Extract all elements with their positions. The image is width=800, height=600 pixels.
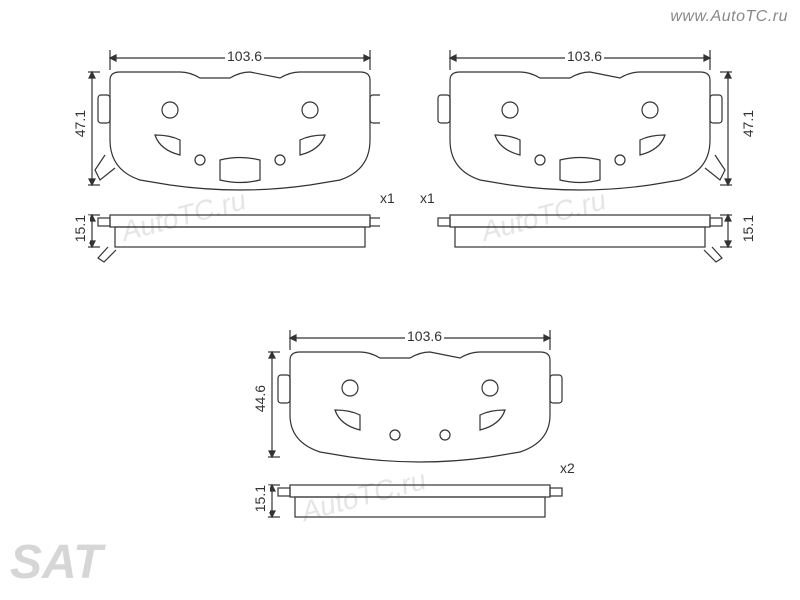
brake-unit-top-right: 103.6 47.1 15.1 x1 xyxy=(420,40,760,270)
dim-thickness: 15.1 xyxy=(738,215,758,242)
qty-label: x2 xyxy=(560,460,575,476)
brake-unit-top-left: 103.6 47.1 15.1 x1 xyxy=(60,40,380,270)
brake-unit-bottom: 103.6 44.6 15.1 x2 xyxy=(240,320,580,550)
brake-drawing-svg xyxy=(420,40,760,270)
watermark-url: www.AutoTC.ru xyxy=(670,8,788,26)
qty-label: x1 xyxy=(380,190,395,206)
dim-height: 44.6 xyxy=(250,385,270,412)
dim-thickness: 15.1 xyxy=(70,215,90,242)
dim-width: 103.6 xyxy=(565,48,604,64)
dim-height: 47.1 xyxy=(738,110,758,137)
brake-drawing-svg xyxy=(60,40,380,270)
brake-drawing-svg xyxy=(240,320,580,550)
qty-label: x1 xyxy=(420,190,435,206)
dim-height: 47.1 xyxy=(70,110,90,137)
dim-thickness: 15.1 xyxy=(250,485,270,512)
dim-width: 103.6 xyxy=(225,48,264,64)
dim-width: 103.6 xyxy=(405,328,444,344)
logo-sat: SAT xyxy=(10,535,102,590)
